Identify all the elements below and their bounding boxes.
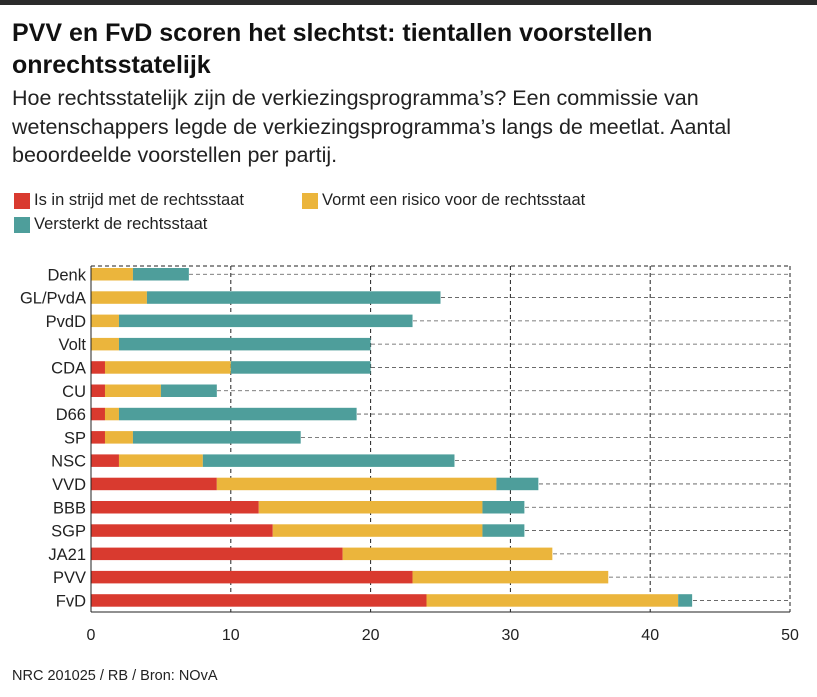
bar-segment-strijd	[91, 454, 119, 467]
top-rule	[0, 0, 817, 5]
bar-segment-risico	[104, 361, 231, 374]
bar-segment-risico	[104, 384, 161, 397]
category-label: JA21	[48, 546, 86, 564]
legend-label-versterkt: Versterkt de rechtsstaat	[34, 215, 208, 233]
bar-segment-versterkt	[146, 291, 441, 304]
bar-segment-versterkt	[132, 268, 189, 281]
bar-segment-versterkt	[678, 594, 693, 607]
bar-segment-strijd	[91, 477, 217, 491]
legend-item-strijd: Is in strijd met de rechtsstaat	[14, 191, 244, 210]
category-label: VVD	[52, 476, 86, 494]
bar-segment-versterkt	[496, 477, 539, 491]
category-label: CU	[62, 383, 86, 401]
bar-segment-risico	[104, 407, 119, 421]
chart-subtitle: Hoe rechtsstatelijk zijn de verkiezingsp…	[12, 86, 732, 167]
bar-segment-risico	[216, 477, 497, 491]
chart-title: PVV en FvD scoren het slechtst: tientall…	[12, 19, 653, 79]
legend-item-versterkt: Versterkt de rechtsstaat	[14, 215, 207, 234]
bar-segment-risico	[104, 431, 133, 444]
category-label: PvdD	[46, 313, 86, 331]
bar-segment-risico	[258, 501, 483, 514]
legend-label-strijd: Is in strijd met de rechtsstaat	[34, 191, 244, 209]
category-label: FvD	[56, 592, 86, 610]
x-tick-label: 20	[362, 627, 380, 644]
bar-segment-versterkt	[482, 524, 525, 537]
bar-segment-risico	[426, 594, 679, 607]
category-label: Denk	[47, 266, 86, 284]
bar-segment-strijd	[91, 524, 273, 537]
bar-segment-strijd	[91, 547, 343, 561]
bar-chart: 0 10 20 30 40 50 Denk GL/PvdA PvdD Volt CDA CU D66 SP…	[20, 265, 799, 644]
legend-swatch-versterkt	[14, 216, 30, 233]
x-tick-label: 50	[781, 627, 799, 644]
legend-swatch-risico	[302, 192, 318, 209]
bar-segment-risico	[91, 337, 119, 351]
x-tick-label: 0	[87, 627, 96, 644]
legend-item-risico: Vormt een risico voor de rechtsstaat	[302, 191, 585, 210]
x-tick-label: 30	[502, 627, 520, 644]
category-label: PVV	[53, 569, 86, 587]
bar-segment-risico	[91, 268, 133, 281]
legend-swatch-strijd	[14, 192, 30, 209]
x-tick-label: 40	[641, 627, 659, 644]
category-label: BBB	[53, 499, 86, 517]
bar-segment-strijd	[91, 570, 413, 584]
bar-segment-versterkt	[230, 361, 371, 374]
bar-segment-versterkt	[202, 454, 455, 467]
bar-segment-versterkt	[132, 431, 301, 444]
category-label: SP	[64, 429, 86, 447]
bar-segment-strijd	[91, 384, 105, 397]
bar-segment-versterkt	[160, 384, 217, 397]
category-label: GL/PvdA	[20, 290, 86, 308]
category-label: CDA	[51, 359, 86, 377]
bar-segment-risico	[342, 547, 553, 561]
legend: Is in strijd met de rechtsstaat Vormt ee…	[14, 191, 804, 237]
x-tick-label: 10	[222, 627, 240, 644]
bar-segment-risico	[91, 291, 147, 304]
bar-segment-strijd	[91, 501, 259, 514]
bar-segment-strijd	[91, 594, 427, 607]
bar-segment-risico	[412, 570, 609, 584]
bar-segment-risico	[91, 314, 119, 328]
category-label: Volt	[58, 336, 86, 354]
category-label: D66	[56, 406, 86, 424]
bar-segment-risico	[118, 454, 203, 467]
source-note: NRC 201025 / RB / Bron: NOvA	[12, 668, 218, 684]
category-label: SGP	[51, 523, 86, 541]
category-label: NSC	[51, 453, 86, 471]
bar-segment-versterkt	[118, 337, 371, 351]
bar-segment-strijd	[91, 431, 105, 444]
bar-segment-versterkt	[118, 407, 357, 421]
legend-label-risico: Vormt een risico voor de rechtsstaat	[322, 191, 586, 209]
bar-segment-strijd	[91, 407, 105, 421]
bar-segment-strijd	[91, 361, 105, 374]
bar-segment-versterkt	[118, 314, 413, 328]
bar-segment-risico	[272, 524, 483, 537]
bar-segment-versterkt	[482, 501, 525, 514]
